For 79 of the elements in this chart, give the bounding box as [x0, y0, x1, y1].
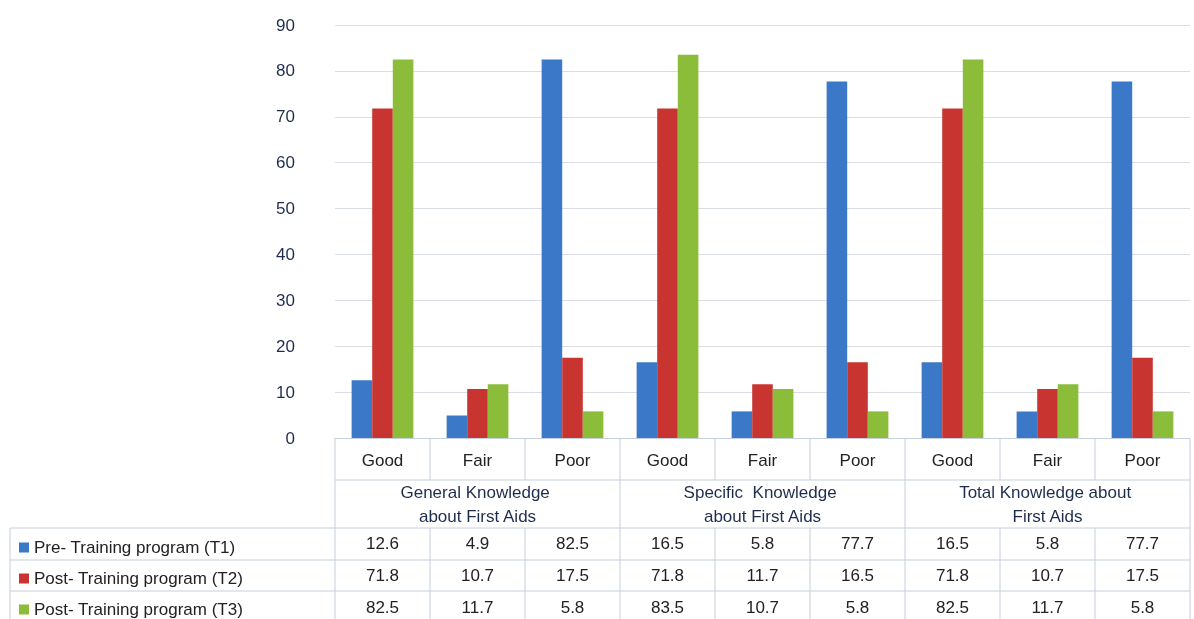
data-label: 82.5: [365, 597, 400, 617]
bar: [541, 59, 563, 438]
data-label: 83.5: [650, 597, 685, 617]
bar: [446, 415, 468, 438]
data-label: 5.8: [1130, 597, 1155, 617]
y-tick-label: 50: [276, 199, 295, 219]
data-label: 5.8: [1035, 533, 1060, 553]
legend-label: Post- Training program (T2): [34, 569, 243, 588]
x-tick-label: Good: [931, 451, 974, 470]
y-tick-label: 0: [285, 428, 295, 448]
data-label: 77.7: [1125, 533, 1160, 553]
data-label: 5.8: [845, 597, 870, 617]
bar: [1037, 388, 1058, 438]
data-label: 16.5: [840, 565, 875, 585]
y-tick-label: 90: [276, 15, 295, 35]
text: General Knowledge about First Aids: [400, 482, 555, 526]
data-label: 4.9: [465, 533, 490, 553]
bar: [351, 380, 373, 438]
data-label: 11.7: [461, 597, 494, 617]
data-label: 11.7: [746, 565, 779, 585]
data-label: 71.8: [365, 565, 400, 585]
data-label: 71.8: [935, 565, 970, 585]
bar: [826, 81, 848, 438]
data-label: 71.8: [650, 565, 685, 585]
data-label: 10.7: [745, 597, 780, 617]
data-label: 77.7: [840, 533, 875, 553]
bar: [847, 362, 868, 438]
bar: [921, 362, 943, 438]
legend-label: Pre- Training program (T1): [34, 538, 236, 557]
x-tick-label: Good: [361, 451, 404, 470]
x-tick-label: Fair: [462, 451, 493, 470]
data-label: 16.5: [650, 533, 685, 553]
y-tick-label: 60: [276, 153, 295, 173]
bar: [1132, 357, 1153, 438]
bar: [942, 108, 963, 438]
bar: [677, 54, 699, 438]
data-label: 82.5: [935, 597, 970, 617]
x-tick-label: Poor: [554, 451, 591, 470]
data-label: 16.5: [935, 533, 970, 553]
bar: [636, 362, 658, 438]
text: Total Knowledge about First Aids: [959, 482, 1136, 526]
y-tick-label: 30: [276, 290, 295, 310]
y-tick-label: 40: [276, 244, 295, 264]
bar: [487, 384, 509, 438]
bar: [657, 108, 678, 438]
bar: [467, 388, 488, 438]
data-label: 10.7: [460, 565, 495, 585]
bar: [772, 388, 794, 438]
bar: [867, 411, 889, 438]
x-tick-label: Fair: [747, 451, 778, 470]
bar: [1152, 411, 1174, 438]
bar: [582, 411, 604, 438]
bar: [1111, 81, 1133, 438]
x-tick-label: Good: [646, 451, 689, 470]
x-tick-label: Poor: [839, 451, 876, 470]
data-label: 10.7: [1030, 565, 1065, 585]
x-tick-label: Poor: [1124, 451, 1161, 470]
data-label: 17.5: [555, 565, 590, 585]
data-label: 82.5: [555, 533, 590, 553]
data-label: 5.8: [560, 597, 585, 617]
data-label: 5.8: [750, 533, 775, 553]
bar: [962, 59, 984, 438]
bar: [562, 357, 583, 438]
text: Specific Knowledge about First Aids: [683, 482, 842, 526]
data-label: 17.5: [1125, 565, 1160, 585]
bar: [372, 108, 393, 438]
bar: [731, 411, 753, 438]
y-tick-label: 80: [276, 61, 295, 81]
data-label: 11.7: [1031, 597, 1064, 617]
y-tick-label: 10: [276, 382, 295, 402]
y-tick-label: 20: [276, 336, 295, 356]
y-tick-label: 70: [276, 107, 295, 127]
legend-label: Post- Training program (T3): [34, 600, 243, 619]
bar: [1057, 384, 1079, 438]
data-label: 12.6: [365, 533, 400, 553]
bar: [392, 59, 414, 438]
bar: [1016, 411, 1038, 438]
x-tick-label: Fair: [1032, 451, 1063, 470]
bar: [752, 384, 773, 438]
